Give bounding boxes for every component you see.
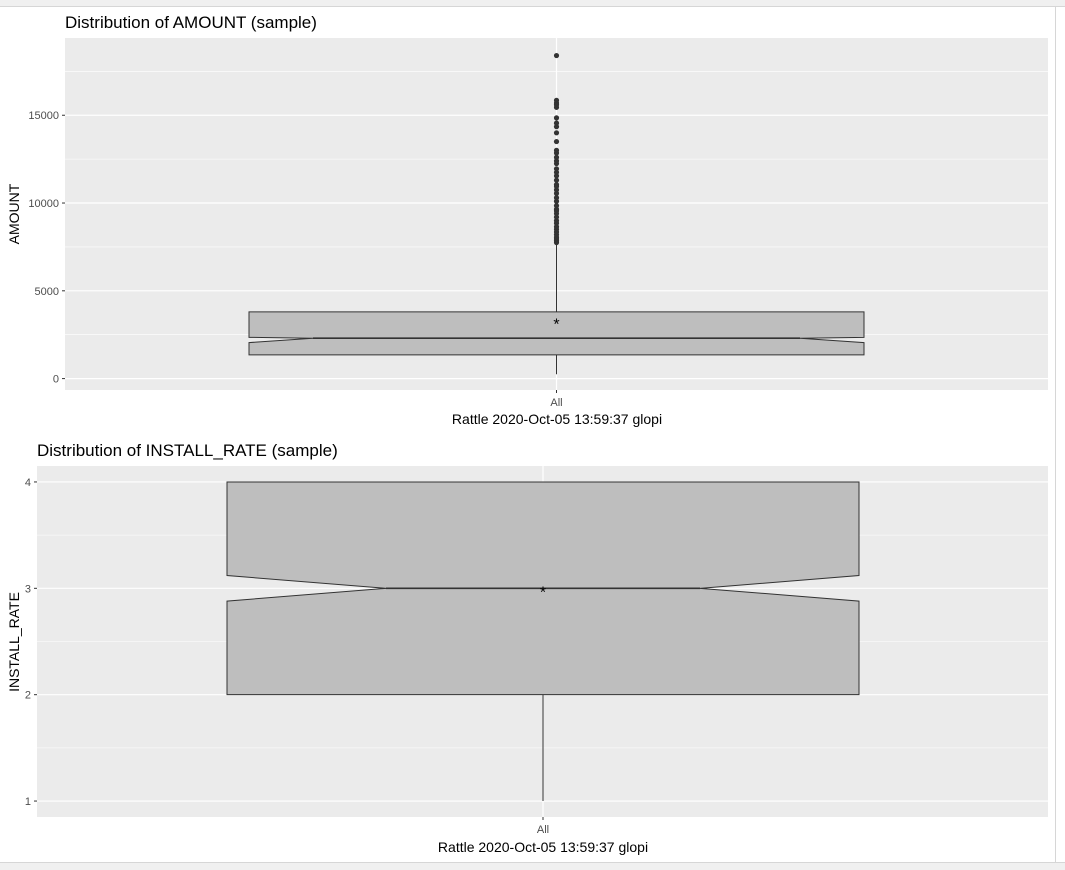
amount-outlier-point (553, 120, 560, 126)
amount-outlier-point (553, 154, 560, 160)
amount-y-tick-label: 10000 (28, 198, 59, 210)
install-rate-y-tick-label: 1 (25, 796, 31, 808)
install-rate-x-ticks: All (537, 817, 549, 836)
amount-x-tick-label: All (550, 397, 562, 409)
amount-boxplot-marks: * (248, 52, 865, 375)
install-rate-mean-marker: * (540, 584, 546, 601)
amount-outlier-point (553, 166, 560, 172)
amount-outlier-point (553, 195, 560, 201)
amount-y-ticks: 0 5000 10000 15000 (28, 110, 65, 386)
amount-y-axis-label: AMOUNT (6, 183, 22, 244)
install-rate-boxplot-chart: * 1 2 3 4 All Distribution of INSTALL_RATE … (6, 441, 1048, 855)
amount-outlier-point (553, 130, 560, 136)
amount-x-axis-caption: Rattle 2020-Oct-05 13:59:37 glopi (452, 411, 662, 427)
amount-chart-title: Distribution of AMOUNT (sample) (65, 13, 317, 32)
amount-notched-box (248, 311, 865, 356)
install-rate-boxplot-marks: * (226, 481, 860, 802)
install-rate-x-tick-label: All (537, 824, 549, 836)
amount-outlier-point (553, 147, 560, 153)
amount-mean-marker: * (553, 316, 559, 333)
install-rate-y-tick-label: 4 (25, 477, 31, 489)
amount-y-tick-label: 0 (53, 374, 59, 386)
amount-outlier-point (553, 52, 560, 59)
amount-outlier-point (553, 115, 560, 121)
window-top-strip (0, 0, 1065, 7)
install-rate-chart-title: Distribution of INSTALL_RATE (sample) (37, 441, 338, 460)
amount-x-ticks: All (550, 390, 563, 409)
amount-y-tick-label: 5000 (35, 286, 59, 298)
window-bottom-strip (0, 862, 1065, 870)
amount-outlier-point (553, 177, 560, 183)
amount-boxplot-chart: * 0 5000 10000 15000 All Distribution of AM… (6, 13, 1048, 427)
install-rate-y-ticks: 1 2 3 4 (25, 477, 37, 808)
install-rate-y-tick-label: 3 (25, 583, 31, 595)
install-rate-x-axis-caption: Rattle 2020-Oct-05 13:59:37 glopi (438, 839, 648, 855)
amount-y-tick-label: 15000 (28, 110, 59, 122)
amount-outlier-point (553, 138, 560, 145)
amount-outlier-point (553, 97, 560, 103)
window-right-edge (1055, 6, 1056, 862)
install-rate-y-tick-label: 2 (25, 690, 31, 702)
amount-outlier-point (553, 181, 560, 188)
install-rate-y-axis-label: INSTALL_RATE (6, 592, 22, 692)
amount-outlier-point (553, 203, 560, 209)
